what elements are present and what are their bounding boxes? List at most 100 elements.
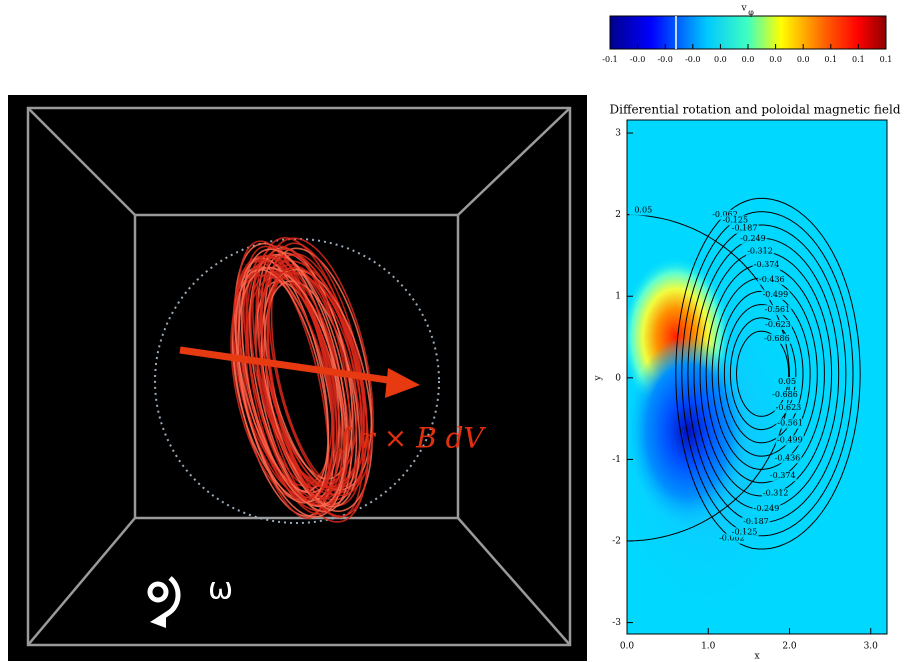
contour-label: 0.05 [778,377,796,386]
contour-label-group: -0.249 [738,234,767,245]
contour-label: -0.686 [764,334,790,343]
contour-label: -0.187 [732,224,758,233]
contour-label-group: -0.436 [773,453,802,464]
contour-label-bg [775,435,804,446]
field-layer [627,197,861,634]
coil-loop [260,237,374,497]
contour-label-bg [752,503,781,514]
contour-label-bg [730,223,759,234]
contour-label: -0.623 [776,403,802,412]
contour-label: -0.125 [732,527,758,536]
colorbar-tick-label: -0.0 [630,55,645,64]
colorbar: v φ -0.1 -0.0 -0.0 -0.0 0.0 0.0 0.0 0.0 0.1 0.1 0.… [602,4,892,65]
colorbar-tick-label: 0.1 [880,55,893,64]
contour-label: -0.187 [743,517,769,526]
contour-label-group: -0.561 [763,305,792,316]
contour-label-group: -0.187 [730,223,759,234]
x-tick-label: 3.0 [864,642,879,652]
box-frame [26,106,572,647]
x-tick-label: 1.0 [701,642,716,652]
contour-line [687,224,847,523]
contour-label-bg [763,305,792,316]
contour-label: -0.249 [754,504,780,513]
contour-label-bg [770,390,799,401]
contour-label-bg [757,274,786,285]
y-tick-label: -1 [612,455,621,465]
y-tick-label: 0 [615,373,621,383]
colorbar-tick-label: 0.1 [824,55,837,64]
contour-label-bg [776,418,805,429]
contour-label-bg [721,215,750,226]
contour-label: -0.623 [765,320,791,329]
contour-label: -0.686 [772,390,798,399]
colorbar-tick-label: 0.1 [852,55,865,64]
formula: ∫ r × B dV [338,422,487,455]
contour-label-bg [745,246,774,257]
contour-label: -0.499 [763,290,789,299]
y-tick-label: -3 [612,618,621,628]
field-coil [230,237,374,523]
x-axis-label: x [754,652,759,662]
contour-label: -0.062 [719,534,745,543]
contour-label-bg [738,234,767,245]
contour-label-bg [629,205,658,216]
contour-label-group: -0.062 [717,533,746,544]
colorbar-tick-label: -0.0 [685,55,700,64]
coil-loop [250,248,358,484]
colorbar-tick-label: -0.1 [602,55,617,64]
coil-loop [263,280,361,508]
contour-line [705,264,825,484]
contour-label-group: -0.125 [721,215,750,226]
contour-label: 0.05 [634,206,652,215]
colorbar-tick-label: 0.0 [769,55,782,64]
colorbar-label-subscript: φ [748,8,754,17]
contour-label-group: -0.623 [774,403,803,414]
coil-loop [266,266,369,518]
contour-label-bg [768,471,797,482]
rendering: ∫ r × B dV ω [8,95,587,661]
y-axis-label: y [594,375,604,382]
contour-label-group: -0.499 [761,289,790,300]
plot-frame [626,119,888,635]
x-tick-label: 2.0 [782,642,797,652]
y-tick-label: -2 [612,536,621,546]
contour-label: -0.062 [712,210,738,219]
contour-label: -0.374 [770,471,796,480]
rotation-arrowhead [150,612,166,628]
colorbar-tick-label: -0.0 [657,55,672,64]
sphere-outline [154,238,440,524]
contour-label-bg [763,319,792,330]
coil-loop [236,240,334,499]
contour-line [681,211,854,537]
contour-label: -0.312 [747,246,773,255]
contour-label-group: -0.561 [776,418,805,429]
contour-label-group: 0.05 [629,205,658,216]
coil-loop [252,245,351,488]
contour-label-group: -0.436 [757,274,786,285]
contour-label-bg [762,333,791,344]
contour-label: -0.374 [754,260,780,269]
render-background [8,95,587,661]
y-tick-label: 1 [615,292,621,302]
contour-label-bg [717,533,746,544]
contour-label-group: -0.312 [745,246,774,257]
contour-line [675,197,861,550]
coil-loop [233,242,340,494]
contour-label-bg [730,527,759,538]
x-tick-label: 0.0 [620,642,635,652]
rotation-symbol: ω [208,572,233,607]
colorbar-tick-label: 0.0 [797,55,810,64]
contour-label-bg [752,260,781,271]
contour-label-bg [774,403,803,414]
plot-area: 0.0 1.0 2.0 3.0 -3 -2 -1 0 1 2 3 0.05 0.05 -0.062 -0.0… [612,119,888,652]
moment-arrow [179,346,420,398]
coil-loop [240,248,348,507]
contour-label: -0.561 [777,418,803,427]
colorbar-scale [609,15,887,50]
contour-label-group: -0.499 [775,435,804,446]
contour-label: -0.561 [765,305,791,314]
contour-label: -0.125 [722,215,748,224]
coil-loop [235,260,330,520]
contour-label-bg [711,209,740,220]
